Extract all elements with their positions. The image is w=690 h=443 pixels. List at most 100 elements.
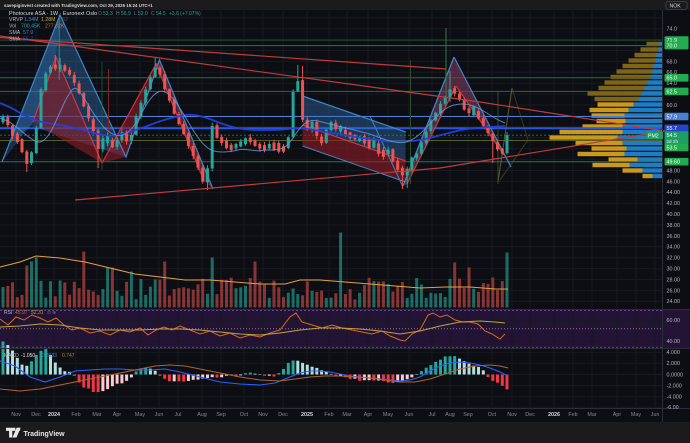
svg-text:62.5: 62.5	[667, 89, 678, 95]
svg-text:O: O	[98, 11, 102, 17]
svg-text:Apr: Apr	[113, 412, 122, 418]
svg-text:40.00: 40.00	[667, 339, 681, 345]
svg-text:Jun: Jun	[155, 412, 164, 418]
svg-text:-0.3033: -0.3033	[40, 353, 57, 359]
svg-text:48.00: 48.00	[667, 168, 681, 174]
svg-text:60.00: 60.00	[667, 318, 681, 324]
svg-text:Jul: Jul	[429, 412, 436, 418]
svg-text:52.31: 52.31	[31, 310, 44, 316]
svg-text:May: May	[631, 412, 641, 418]
svg-text:0.747: 0.747	[62, 353, 75, 359]
svg-text:May: May	[383, 412, 393, 418]
svg-text:2025: 2025	[301, 412, 313, 418]
svg-text:2.000: 2.000	[667, 361, 681, 367]
svg-text:28.00: 28.00	[667, 277, 681, 283]
svg-text:VRVP: VRVP	[9, 17, 24, 23]
svg-text:45.97: 45.97	[15, 310, 28, 316]
svg-text:Nov: Nov	[258, 412, 268, 418]
svg-text:54.5: 54.5	[667, 133, 678, 139]
svg-text:70.0: 70.0	[667, 44, 678, 50]
svg-text:Oct: Oct	[240, 412, 249, 418]
svg-text:SMA: SMA	[9, 30, 21, 36]
svg-text:Mar: Mar	[92, 412, 101, 418]
svg-text:Vol: Vol	[9, 24, 16, 30]
svg-text:71.9: 71.9	[667, 38, 678, 44]
svg-text:4.000: 4.000	[667, 350, 681, 356]
svg-text:60.0: 60.0	[667, 103, 678, 109]
svg-text:36.00: 36.00	[667, 234, 681, 240]
svg-text:savepiginvest created with Tra: savepiginvest created with TradingView.c…	[4, 3, 153, 8]
svg-text:May: May	[135, 412, 145, 418]
svg-text:68.0: 68.0	[667, 59, 678, 65]
svg-text:Feb: Feb	[568, 412, 577, 418]
svg-text:0.0000: 0.0000	[667, 372, 684, 378]
svg-text:-4.000: -4.000	[667, 395, 682, 401]
svg-text:52.0: 52.0	[138, 11, 148, 17]
svg-text:64.0: 64.0	[667, 81, 678, 87]
svg-text:1.34M: 1.34M	[24, 17, 38, 23]
svg-text:TradingView: TradingView	[24, 431, 66, 438]
svg-text:Jun: Jun	[405, 412, 414, 418]
svg-text:2.62: 2.62	[58, 17, 68, 23]
svg-text:40.00: 40.00	[667, 212, 681, 218]
svg-text:-6.00: -6.00	[667, 405, 679, 411]
svg-text:1.28M: 1.28M	[41, 17, 55, 23]
svg-text:NOK: NOK	[670, 4, 682, 10]
svg-text:SMA: SMA	[9, 36, 21, 42]
svg-text:Jul: Jul	[175, 412, 182, 418]
svg-text:Dec: Dec	[525, 412, 535, 418]
svg-text:Dec: Dec	[31, 412, 41, 418]
svg-text:C: C	[151, 11, 155, 17]
svg-text:Sep: Sep	[463, 412, 473, 418]
svg-text:32.00: 32.00	[667, 256, 681, 262]
svg-text:Mar: Mar	[587, 412, 596, 418]
svg-text:34.00: 34.00	[667, 245, 681, 251]
svg-text:Nov: Nov	[507, 412, 517, 418]
svg-text:65.0: 65.0	[667, 76, 678, 82]
svg-text:Aug: Aug	[445, 412, 455, 418]
svg-text:55.7: 55.7	[23, 36, 33, 42]
svg-text:Feb: Feb	[71, 412, 80, 418]
svg-text:49.60: 49.60	[667, 160, 681, 166]
svg-text:RSI: RSI	[4, 310, 12, 316]
svg-text:57.9: 57.9	[23, 30, 33, 36]
svg-text:Nov: Nov	[11, 412, 21, 418]
svg-text:Feb: Feb	[324, 412, 333, 418]
svg-text:74.0: 74.0	[667, 27, 678, 33]
svg-text:MACD: MACD	[4, 353, 19, 359]
svg-text:Oct: Oct	[488, 412, 497, 418]
svg-text:Apr: Apr	[364, 412, 373, 418]
svg-text:53.3: 53.3	[103, 11, 113, 17]
svg-text:Sep: Sep	[216, 412, 226, 418]
svg-text:42.00: 42.00	[667, 201, 681, 207]
svg-text:-1.050: -1.050	[21, 353, 35, 359]
svg-text:+3.6 (+7.07%): +3.6 (+7.07%)	[169, 11, 201, 17]
svg-text:55.7: 55.7	[667, 126, 678, 132]
svg-text:PM2: PM2	[648, 133, 659, 139]
svg-text:66.0: 66.0	[667, 70, 678, 76]
svg-text:700.45K: 700.45K	[21, 24, 41, 30]
svg-text:56.9: 56.9	[121, 11, 131, 17]
svg-text:46.00: 46.00	[667, 179, 681, 185]
svg-text:26.00: 26.00	[667, 288, 681, 294]
svg-text:53.5: 53.5	[667, 145, 678, 151]
svg-text:Dec: Dec	[278, 412, 288, 418]
svg-text:44.00: 44.00	[667, 190, 681, 196]
svg-text:38.00: 38.00	[667, 223, 681, 229]
svg-text:24.00: 24.00	[667, 299, 681, 305]
svg-text:Aug: Aug	[197, 412, 207, 418]
svg-text:L: L	[134, 11, 137, 17]
svg-text:Photocure ASA · 1W · Euronext: Photocure ASA · 1W · Euronext Oslo	[9, 11, 97, 17]
svg-text:57.9: 57.9	[667, 114, 678, 120]
svg-text:Mar: Mar	[342, 412, 351, 418]
svg-text:-2.000: -2.000	[667, 384, 682, 390]
svg-text:H: H	[116, 11, 120, 17]
svg-text:Apr: Apr	[613, 412, 622, 418]
svg-text:30.00: 30.00	[667, 267, 681, 273]
svg-text:2024: 2024	[48, 412, 60, 418]
svg-text:2d 2h: 2d 2h	[667, 139, 679, 144]
svg-text:277.82K: 277.82K	[45, 24, 65, 30]
svg-text:2026: 2026	[548, 412, 560, 418]
svg-text:Jun: Jun	[651, 412, 660, 418]
svg-text:∅ ⊕: ∅ ⊕	[47, 310, 56, 315]
